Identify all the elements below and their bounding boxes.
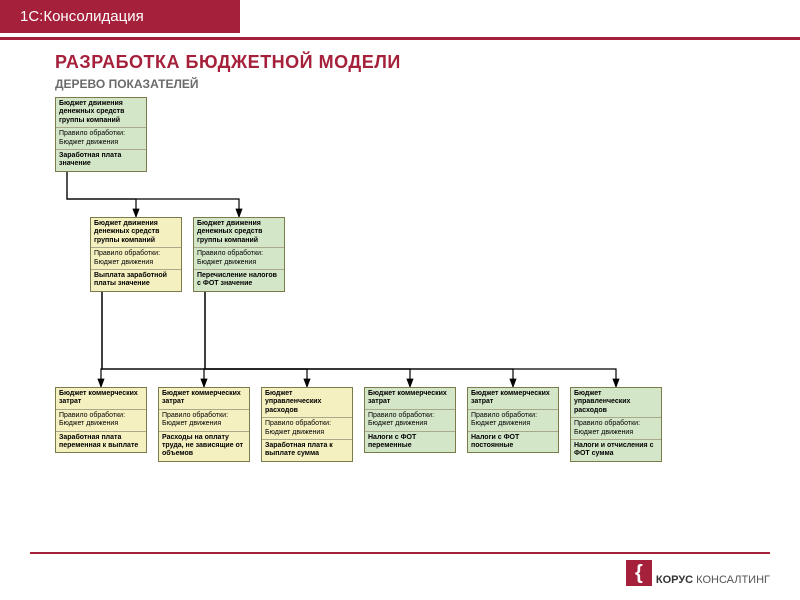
logo-bold: КОРУС <box>656 574 693 586</box>
tree-node: Бюджет коммерческих затратПравило обрабо… <box>55 387 147 453</box>
logo-mark-icon: { <box>626 560 652 586</box>
footer: { КОРУС КОНСАЛТИНГ <box>0 552 800 600</box>
logo-text: КОРУС КОНСАЛТИНГ <box>656 574 770 586</box>
page-title: РАЗРАБОТКА БЮДЖЕТНОЙ МОДЕЛИ <box>55 52 770 73</box>
logo-rest: КОНСАЛТИНГ <box>693 574 770 586</box>
page-subtitle: ДЕРЕВО ПОКАЗАТЕЛЕЙ <box>55 77 770 91</box>
tree-node: Бюджет управленческих расходовПравило об… <box>261 387 353 462</box>
tree-diagram: Бюджет движения денежных средств группы … <box>55 97 775 517</box>
tree-node: Бюджет управленческих расходовПравило об… <box>570 387 662 462</box>
tree-node: Бюджет коммерческих затратПравило обрабо… <box>364 387 456 453</box>
content: РАЗРАБОТКА БЮДЖЕТНОЙ МОДЕЛИ ДЕРЕВО ПОКАЗ… <box>0 40 800 517</box>
header-bar: 1С:Консолидация <box>0 0 240 33</box>
tree-node: Бюджет движения денежных средств группы … <box>193 217 285 292</box>
header-title: 1С:Консолидация <box>20 8 144 25</box>
tree-node: Бюджет движения денежных средств группы … <box>55 97 147 172</box>
company-logo: { КОРУС КОНСАЛТИНГ <box>626 560 770 586</box>
tree-node: Бюджет коммерческих затратПравило обрабо… <box>467 387 559 453</box>
tree-node: Бюджет коммерческих затратПравило обрабо… <box>158 387 250 462</box>
tree-node: Бюджет движения денежных средств группы … <box>90 217 182 292</box>
